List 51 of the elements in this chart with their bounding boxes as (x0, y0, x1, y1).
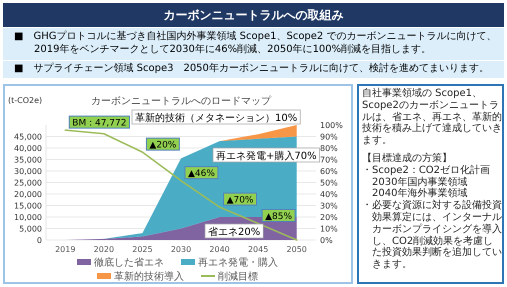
title: カーボンニュートラルへの取組み (3, 3, 504, 27)
y-tick-label: 40,000 (14, 144, 42, 153)
annotation: 【目標達成の方策】 (362, 152, 453, 165)
legend-label: 徹底した省エネ (94, 256, 164, 268)
annotation: 2040年海外事業領域 (371, 188, 468, 200)
value-label: ▲85% (265, 212, 292, 222)
y-tick-label: 35,000 (14, 156, 42, 164)
annotation: ・必要な資源に対する設備投資効果算定には、インターナルカーボンプライシングを導入し、CO2削減効果を考慮した投資効果判断を追加していきます。 (362, 200, 502, 271)
y2-tick-label: 20% (320, 213, 338, 222)
annotation: ・Scope2：CO2ゼロ化計画 (362, 164, 492, 176)
x-tick-label: 2045 (248, 245, 268, 254)
y-tick-label: 20,000 (14, 190, 42, 199)
y2-tick-label: 40% (320, 190, 338, 199)
y-tick-label: 0 (36, 236, 42, 245)
y2-tick-label: 0% (320, 236, 334, 245)
y-tick-label: 10,000 (14, 213, 42, 222)
y2-tick-label: 100% (320, 121, 344, 130)
legend-label: 革新的技術導入 (114, 270, 184, 282)
x-tick-label: 2025 (132, 245, 153, 254)
value-label: ▲70% (226, 196, 254, 206)
annotation: 再エネ発電+購入70% (216, 151, 317, 162)
y-tick-label: 25,000 (14, 178, 42, 188)
legend-label: 再エネ発電・購入 (198, 256, 278, 268)
x-tick-label: 2040 (209, 245, 230, 254)
x-tick-label: 2030 (170, 245, 192, 254)
value-label: BM : 47,772 (72, 118, 126, 129)
y2-tick-label: 70% (320, 156, 338, 164)
y2-tick-label: 60% (320, 167, 338, 176)
value-label: ▲46% (188, 169, 215, 180)
annotation: 自社事業領域の Scope1、Scope2のカーボンニュートラルは、省エネ、再エネ、革新的技術を積み上げて達成していきます。 (362, 88, 502, 147)
annotation: ■ サプライチェーン領域 Scope3 2050年カーボンニュートラルに向けて、検討を進めてまいります。 (14, 62, 490, 75)
value-label: ▲20% (149, 140, 176, 151)
x-tick-label: 2019 (55, 245, 76, 254)
y-tick-label: 15,000 (14, 202, 42, 210)
y-tick-label: 45,000 (14, 132, 42, 142)
y2-tick-label: 90% (320, 132, 338, 142)
y-tick-label: 5,000 (19, 224, 42, 234)
annotation: 省エネ20% (208, 227, 260, 238)
y2-tick-label: 80% (320, 144, 338, 153)
y-tick-label: 30,000 (14, 167, 42, 176)
annotation: 2030年国内事業領域 (371, 176, 468, 188)
y2-tick-label: 50% (320, 178, 338, 188)
y2-tick-label: 10% (320, 224, 338, 234)
legend-label: 削減目標 (218, 270, 258, 282)
x-tick-label: 2050 (286, 245, 307, 254)
annotation: 革新的技術（メタネーション）10% (135, 113, 298, 124)
x-tick-label: 2020 (94, 245, 114, 254)
ylabel: (t-CO2e) (8, 96, 42, 105)
y2-tick-label: 30% (320, 202, 338, 210)
annotation: ■ GHGプロトコルに基づき自社国内外事業領域 Scope1、Scope2 でのカーボンニュートラルに向けて、2019年をベンチマークとして2030年に46%削減、2050年に100%削減を目指します。 (14, 30, 498, 56)
subtitle: カーボンニュートラルへのロードマップ (91, 96, 271, 107)
